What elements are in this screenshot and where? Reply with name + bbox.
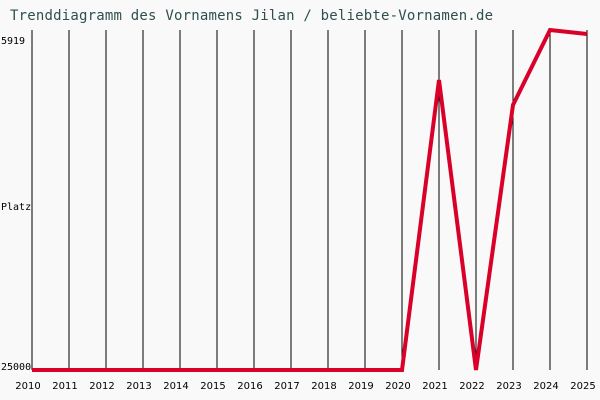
x-axis-label: 2010: [15, 381, 41, 392]
y-axis-title: Platz: [1, 202, 32, 213]
x-axis-label: 2014: [163, 381, 189, 392]
x-axis-label: 2012: [89, 381, 115, 392]
x-axis-label: 2023: [496, 381, 522, 392]
chart-title: Trenddiagramm des Vornamens Jilan / beli…: [10, 8, 494, 24]
y-axis-top-label: 5919: [1, 36, 26, 47]
x-axis-label: 2013: [126, 381, 152, 392]
x-axis-label: 2022: [459, 381, 485, 392]
x-axis-label: 2020: [385, 381, 411, 392]
x-axis-label: 2025: [570, 381, 596, 392]
x-axis-label: 2021: [422, 381, 448, 392]
y-axis-bottom-label: 25000: [1, 362, 32, 373]
x-axis-label: 2011: [52, 381, 78, 392]
x-axis-label: 2017: [274, 381, 300, 392]
trend-line: [32, 27, 588, 372]
x-axis-label: 2024: [533, 381, 559, 392]
x-axis-label: 2015: [200, 381, 226, 392]
x-axis-label: 2019: [348, 381, 374, 392]
x-axis-label: 2016: [237, 381, 263, 392]
x-axis-label: 2018: [311, 381, 337, 392]
